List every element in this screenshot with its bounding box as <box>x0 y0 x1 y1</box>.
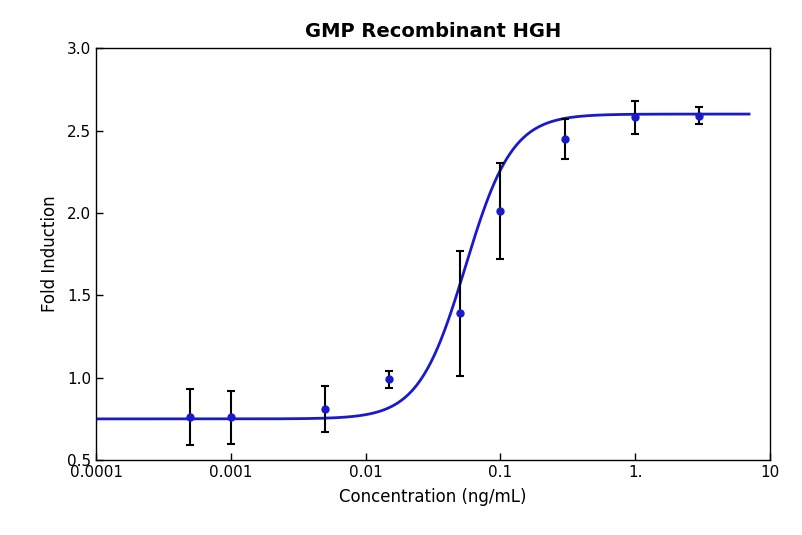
Title: GMP Recombinant HGH: GMP Recombinant HGH <box>305 22 561 41</box>
Y-axis label: Fold Induction: Fold Induction <box>41 196 59 312</box>
X-axis label: Concentration (ng/mL): Concentration (ng/mL) <box>339 488 527 506</box>
